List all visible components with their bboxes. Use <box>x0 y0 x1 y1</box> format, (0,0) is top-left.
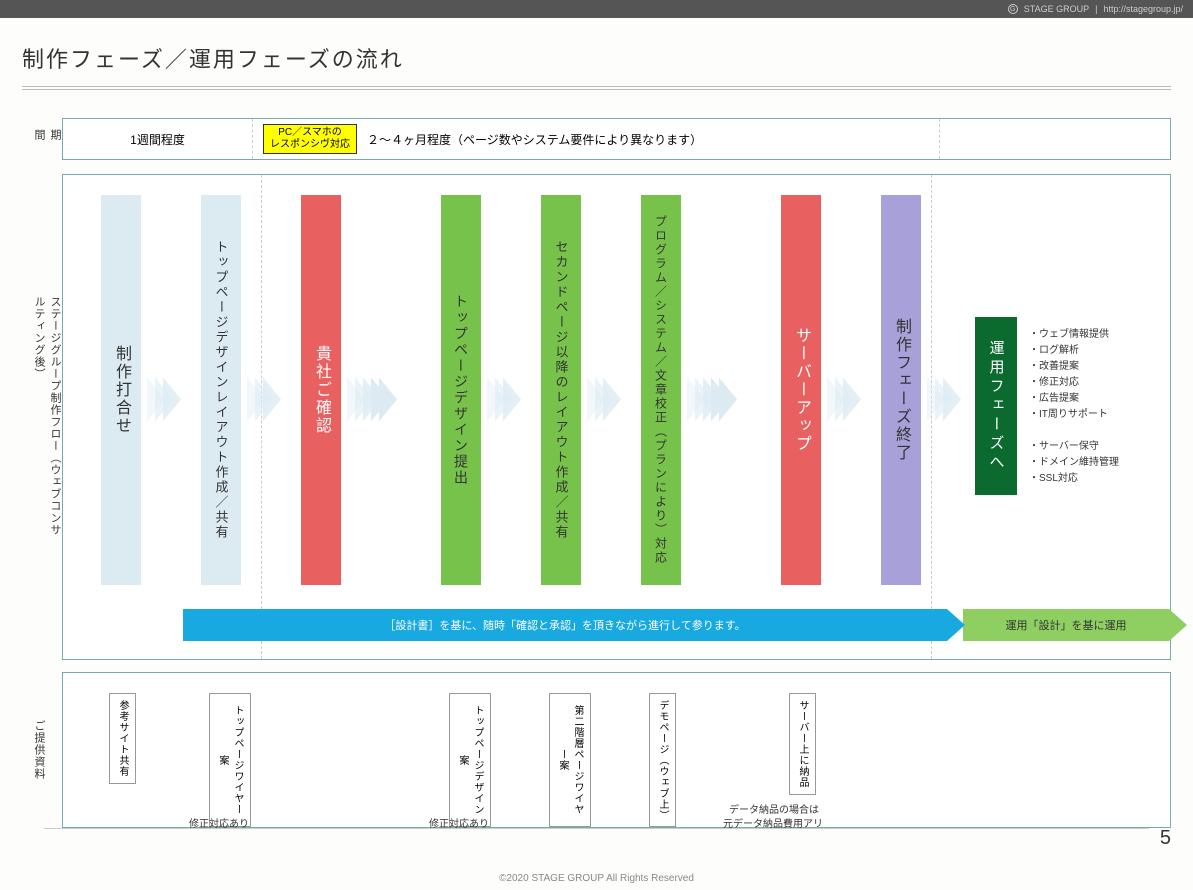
chevron-icon <box>843 377 861 421</box>
deliverable-box: デモページ（ウェブ上） <box>649 693 676 827</box>
deliverable-box: 第二階層ページワイヤー案 <box>549 693 591 827</box>
brand-name: STAGE GROUP <box>1024 4 1089 14</box>
period-rest: ２〜４ヶ月程度（ページ数やシステム要件により異なります） <box>367 131 702 148</box>
deliverable-box: トップページワイヤー案 <box>209 693 251 827</box>
deliverables-row-label: ご提供資料 <box>31 720 47 780</box>
slide: 制作フェーズ／運用フェーズの流れ 期間 1週間程度 PC／スマホの レスポンシヴ… <box>0 18 1193 890</box>
chevron-icon <box>263 377 281 421</box>
operation-service-item: ・ドメイン維持管理 <box>1029 455 1119 471</box>
operation-service-item: ・IT周りサポート <box>1029 407 1119 423</box>
flow-stage: セカンドページ以降のレイアウト作成／共有 <box>541 195 581 585</box>
deliverable-note: 修正対応あり <box>429 815 489 830</box>
period-highlight-line2: レスポンシヴ対応 <box>270 139 350 150</box>
confirm-approve-arrow: ［設計書］を基に、随時「確認と承認」を頂きながら進行して参ります。 <box>183 609 947 641</box>
chevron-icon <box>363 377 381 421</box>
flow-row: ステージグループ制作フロー（ウェブコンサルティング後） 制作打合せトップページデ… <box>62 174 1171 660</box>
deliverable-note: データ納品の場合は <box>729 801 819 816</box>
operation-service-item: ・SSL対応 <box>1029 471 1119 487</box>
flow-stage: トップページデザインレイアウト作成／共有 <box>201 195 241 585</box>
flow-stage: 制作フェーズ終了 <box>881 195 921 585</box>
operation-service-item <box>1029 423 1119 439</box>
operation-service-item: ・広告提案 <box>1029 391 1119 407</box>
window-topbar: G STAGE GROUP | http://stagegroup.jp/ <box>0 0 1193 18</box>
chevron-icon <box>719 377 737 421</box>
chevron-icon <box>703 377 721 421</box>
flow-stage: サーバーアップ <box>781 195 821 585</box>
operation-service-item: ・ログ解析 <box>1029 343 1119 359</box>
flow-chevron-group <box>347 377 387 421</box>
deliverables-row: ご提供資料 参考サイト共有トップページワイヤー案トップページデザイン案第二階層ペ… <box>62 672 1171 828</box>
deliverable-note: 元データ納品費用アリ <box>723 815 823 830</box>
flow-chevron-group <box>487 377 511 421</box>
chevron-icon <box>943 377 961 421</box>
operation-service-item: ・改善提案 <box>1029 359 1119 375</box>
copyright: ©2020 STAGE GROUP All Rights Reserved <box>0 873 1193 884</box>
operation-services-list: ・ウェブ情報提供・ログ解析・改善提案・修正対応・広告提案・IT周りサポート ・サ… <box>1029 327 1119 487</box>
flow-chevron-group <box>687 377 727 421</box>
flow-stage: 制作打合せ <box>101 195 141 585</box>
topbar-divider: | <box>1095 4 1097 14</box>
period-highlight-line1: PC／スマホの <box>278 127 342 138</box>
deliverable-box: 参考サイト共有 <box>109 693 136 784</box>
operation-service-item: ・修正対応 <box>1029 375 1119 391</box>
period-row: 期間 1週間程度 PC／スマホの レスポンシヴ対応 ２〜４ヶ月程度（ページ数やシ… <box>62 118 1171 160</box>
operation-service-item: ・サーバー保守 <box>1029 439 1119 455</box>
flow-stage: プログラム／システム／文章校正（プランにより）対応 <box>641 195 681 585</box>
page-title: 制作フェーズ／運用フェーズの流れ <box>22 42 1171 74</box>
operation-arrow: 運用「設計」を基に運用 <box>963 609 1169 641</box>
chevron-icon <box>503 377 521 421</box>
title-underline <box>22 86 1171 90</box>
deliverable-box: トップページデザイン案 <box>449 693 491 827</box>
period-highlight: PC／スマホの レスポンシヴ対応 <box>263 124 357 154</box>
flow-stage: 貴社ご確認 <box>301 195 341 585</box>
brand-logo-icon: G <box>1008 4 1018 14</box>
chevron-icon <box>379 377 397 421</box>
page-number: 5 <box>1160 827 1171 850</box>
flow-chevron-group <box>927 377 951 421</box>
chevron-icon <box>163 377 181 421</box>
flow-stage: トップページデザイン提出 <box>441 195 481 585</box>
brand-url: http://stagegroup.jp/ <box>1103 4 1183 14</box>
flow-chevron-group <box>147 377 171 421</box>
deliverable-box: サーバー上に納品 <box>789 693 816 795</box>
chevron-icon <box>603 377 621 421</box>
flow-chevron-group <box>587 377 611 421</box>
operation-service-item: ・ウェブ情報提供 <box>1029 327 1119 343</box>
operation-phase-box: 運用フェーズへ <box>975 317 1017 495</box>
flow-chevron-group <box>247 377 271 421</box>
period-row-label: 期間 <box>31 129 63 149</box>
period-divider-end <box>939 119 940 159</box>
flow-chevron-group <box>827 377 851 421</box>
deliverable-note: 修正対応あり <box>189 815 249 830</box>
period-first: 1週間程度 <box>63 119 253 159</box>
flow-row-label: ステージグループ制作フロー（ウェブコンサルティング後） <box>31 296 63 538</box>
